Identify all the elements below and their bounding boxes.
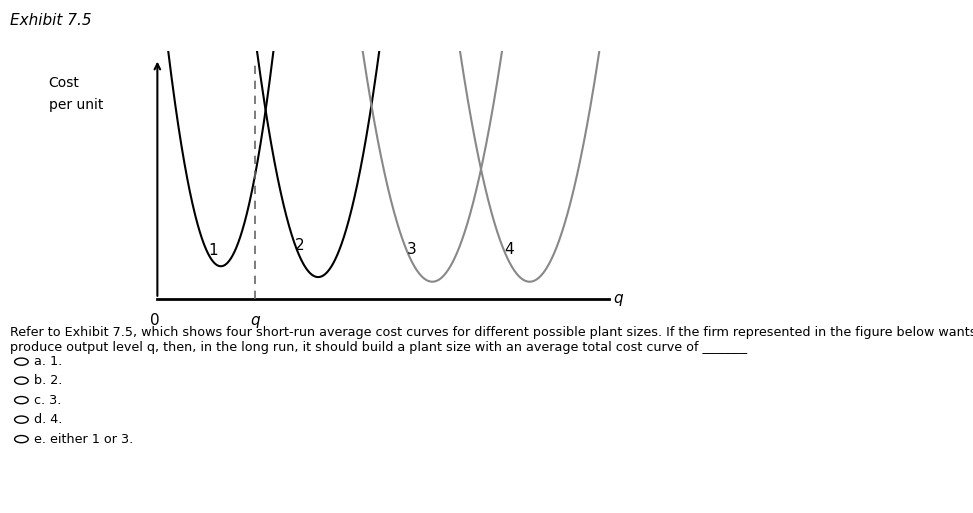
Text: Refer to Exhibit 7.5, which shows four short-run average cost curves for differe: Refer to Exhibit 7.5, which shows four s… <box>10 326 973 339</box>
Text: Cost: Cost <box>49 76 80 90</box>
Text: b. 2.: b. 2. <box>34 374 62 387</box>
Text: 1: 1 <box>208 243 218 258</box>
Text: 0: 0 <box>151 312 161 328</box>
Text: q: q <box>250 312 260 328</box>
Text: d. 4.: d. 4. <box>34 413 62 426</box>
Text: produce output level q, then, in the long run, it should build a plant size with: produce output level q, then, in the lon… <box>10 341 747 354</box>
Text: c. 3.: c. 3. <box>34 393 61 407</box>
Text: Exhibit 7.5: Exhibit 7.5 <box>10 13 91 28</box>
Text: 4: 4 <box>504 242 514 257</box>
Text: e. either 1 or 3.: e. either 1 or 3. <box>34 432 133 446</box>
Text: per unit: per unit <box>49 97 103 112</box>
Text: 3: 3 <box>407 242 416 257</box>
Text: q: q <box>613 291 623 306</box>
Text: a. 1.: a. 1. <box>34 355 62 368</box>
Text: 2: 2 <box>295 238 305 253</box>
